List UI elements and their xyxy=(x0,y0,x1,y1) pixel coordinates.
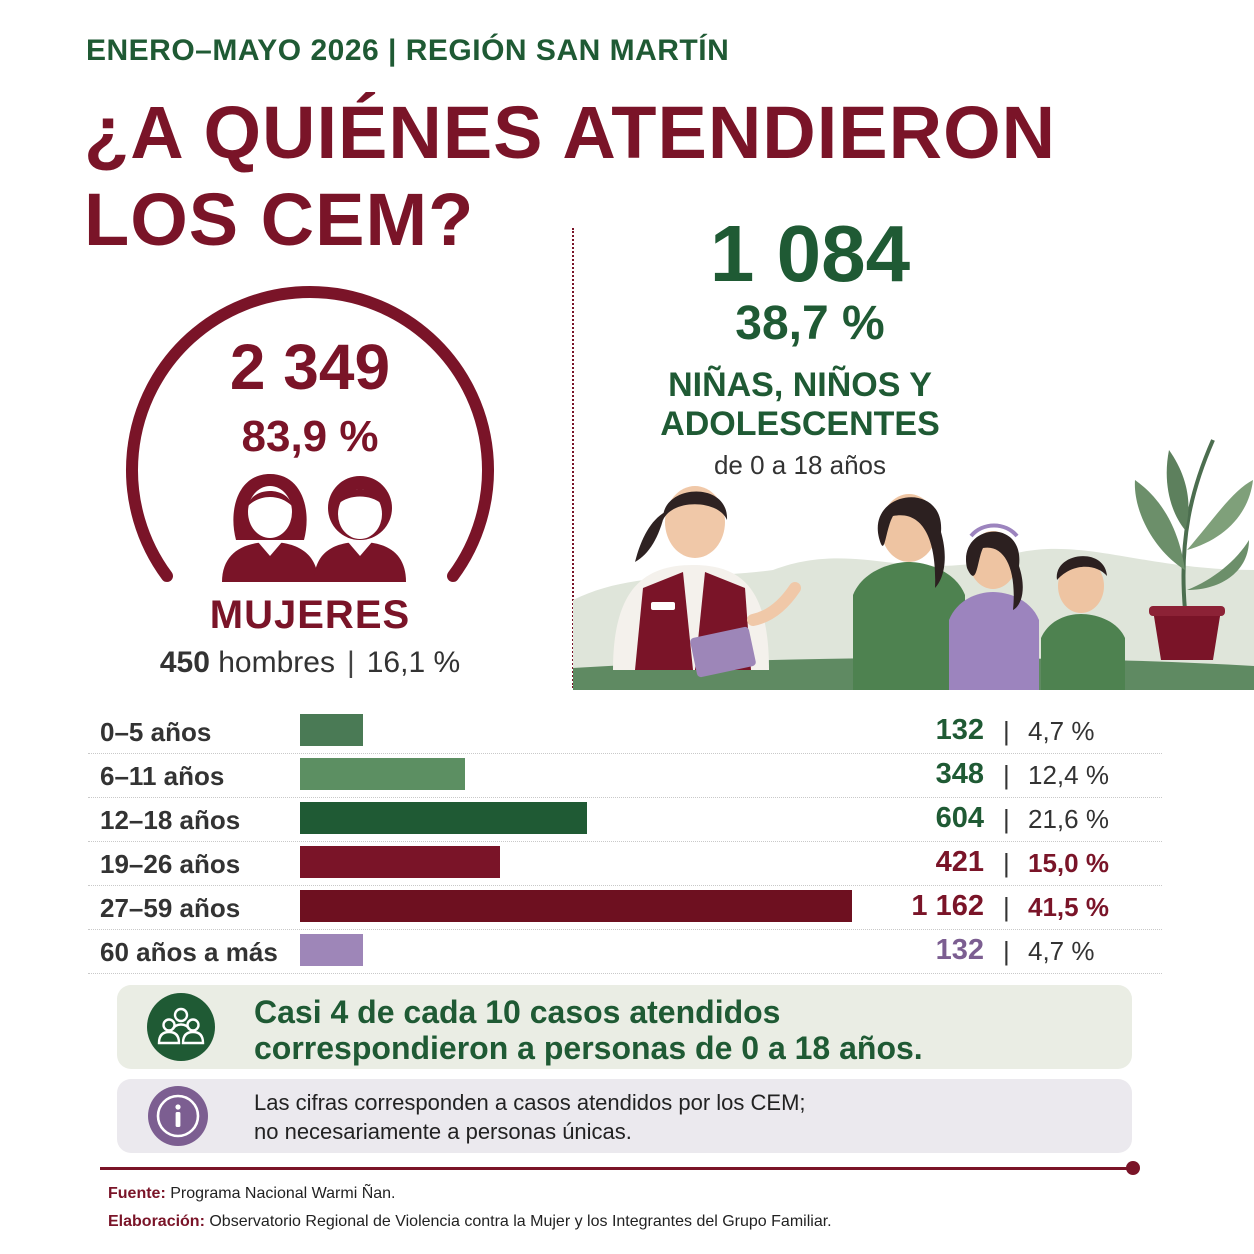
value-label: 421 xyxy=(935,846,984,878)
row-separator: | xyxy=(1003,936,1010,966)
age-label: 0–5 años xyxy=(100,717,212,747)
row-divider xyxy=(88,885,1162,886)
age-label: 19–26 años xyxy=(100,849,241,879)
percent-label: 4,7 % xyxy=(1028,936,1095,966)
percent-label: 4,7 % xyxy=(1028,716,1095,746)
callout-text-line-1: Casi 4 de cada 10 casos atendidos xyxy=(254,994,781,1030)
value-label: 132 xyxy=(935,934,984,966)
footer-rule-dot xyxy=(1126,1161,1140,1175)
men-summary: 450 hombres | 16,1 % xyxy=(110,648,510,678)
woman-icon xyxy=(222,474,318,582)
age-label: 27–59 años xyxy=(100,893,241,923)
bar xyxy=(300,934,363,966)
value-label: 348 xyxy=(935,758,984,790)
women-ring-icon xyxy=(126,286,494,582)
key-finding-callout xyxy=(117,985,1132,1069)
percent-label: 15,0 % xyxy=(1028,848,1109,878)
age-label: 6–11 años xyxy=(100,761,225,791)
row-divider xyxy=(88,929,1162,930)
row-separator: | xyxy=(1003,760,1010,790)
row-divider xyxy=(88,973,1162,974)
bar xyxy=(300,802,587,834)
percent-label: 21,6 % xyxy=(1028,804,1109,834)
children-count: 1 084 xyxy=(709,209,911,298)
bar xyxy=(300,758,465,790)
elaboration-key: Elaboración: xyxy=(108,1213,205,1230)
percent-label: 12,4 % xyxy=(1028,760,1109,790)
methodology-note xyxy=(117,1079,1132,1153)
note-text-line-2: no necesariamente a personas únicas. xyxy=(254,1119,632,1144)
row-divider xyxy=(88,797,1162,798)
people-group-icon xyxy=(147,993,215,1061)
age-label: 60 años a más xyxy=(100,937,278,967)
row-divider xyxy=(88,753,1162,754)
source-value: Programa Nacional Warmi Ñan. xyxy=(170,1185,396,1202)
women-label: MUJERES xyxy=(209,593,411,637)
men-word: hombres xyxy=(218,646,335,679)
man-icon xyxy=(314,476,406,582)
women-percent: 83,9 % xyxy=(241,412,379,461)
value-label: 1 162 xyxy=(911,890,984,922)
people-icons xyxy=(222,474,406,582)
page-title-line-1: ¿A QUIÉNES ATENDIERON xyxy=(84,91,1057,174)
callout-text-line-2: correspondieron a personas de 0 a 18 año… xyxy=(254,1030,923,1066)
header-kicker: ENERO–MAYO 2026 | REGIÓN SAN MARTÍN xyxy=(86,34,730,67)
value-label: 604 xyxy=(935,802,984,834)
page-title-line-2: LOS CEM? xyxy=(84,178,475,261)
section-divider xyxy=(572,228,574,688)
footer-rule xyxy=(100,1167,1134,1170)
counseling-illustration xyxy=(573,439,1254,690)
age-label: 12–18 años xyxy=(100,805,241,835)
men-separator: | xyxy=(346,646,355,679)
row-divider xyxy=(88,841,1162,842)
boy-figure xyxy=(1041,556,1125,690)
girl-figure xyxy=(949,523,1039,690)
footer-source: Fuente: Programa Nacional Warmi Ñan. xyxy=(108,1186,396,1202)
row-separator: | xyxy=(1003,804,1010,834)
value-label: 132 xyxy=(935,714,984,746)
children-percent: 38,7 % xyxy=(735,297,885,350)
bar xyxy=(300,846,500,878)
info-icon xyxy=(148,1086,208,1146)
women-count: 2 349 xyxy=(229,331,391,403)
plant-icon xyxy=(1134,439,1253,660)
men-count: 450 xyxy=(159,646,210,679)
children-age-range: de 0 a 18 años xyxy=(713,450,887,480)
men-percent: 16,1 % xyxy=(366,646,461,679)
mother-figure xyxy=(853,494,965,690)
children-label-line-2: ADOLESCENTES xyxy=(660,405,940,443)
row-separator: | xyxy=(1003,848,1010,878)
row-separator: | xyxy=(1003,892,1010,922)
bar xyxy=(300,890,852,922)
counselor-figure xyxy=(613,486,801,678)
children-label-line-1: NIÑAS, NIÑOS Y xyxy=(668,366,932,404)
source-key: Fuente: xyxy=(108,1185,166,1202)
footer-elaboration: Elaboración: Observatorio Regional de Vi… xyxy=(108,1214,832,1230)
row-separator: | xyxy=(1003,716,1010,746)
percent-label: 41,5 % xyxy=(1028,892,1109,922)
note-text-line-1: Las cifras corresponden a casos atendido… xyxy=(254,1090,806,1115)
elaboration-value: Observatorio Regional de Violencia contr… xyxy=(209,1213,832,1230)
bar xyxy=(300,714,363,746)
